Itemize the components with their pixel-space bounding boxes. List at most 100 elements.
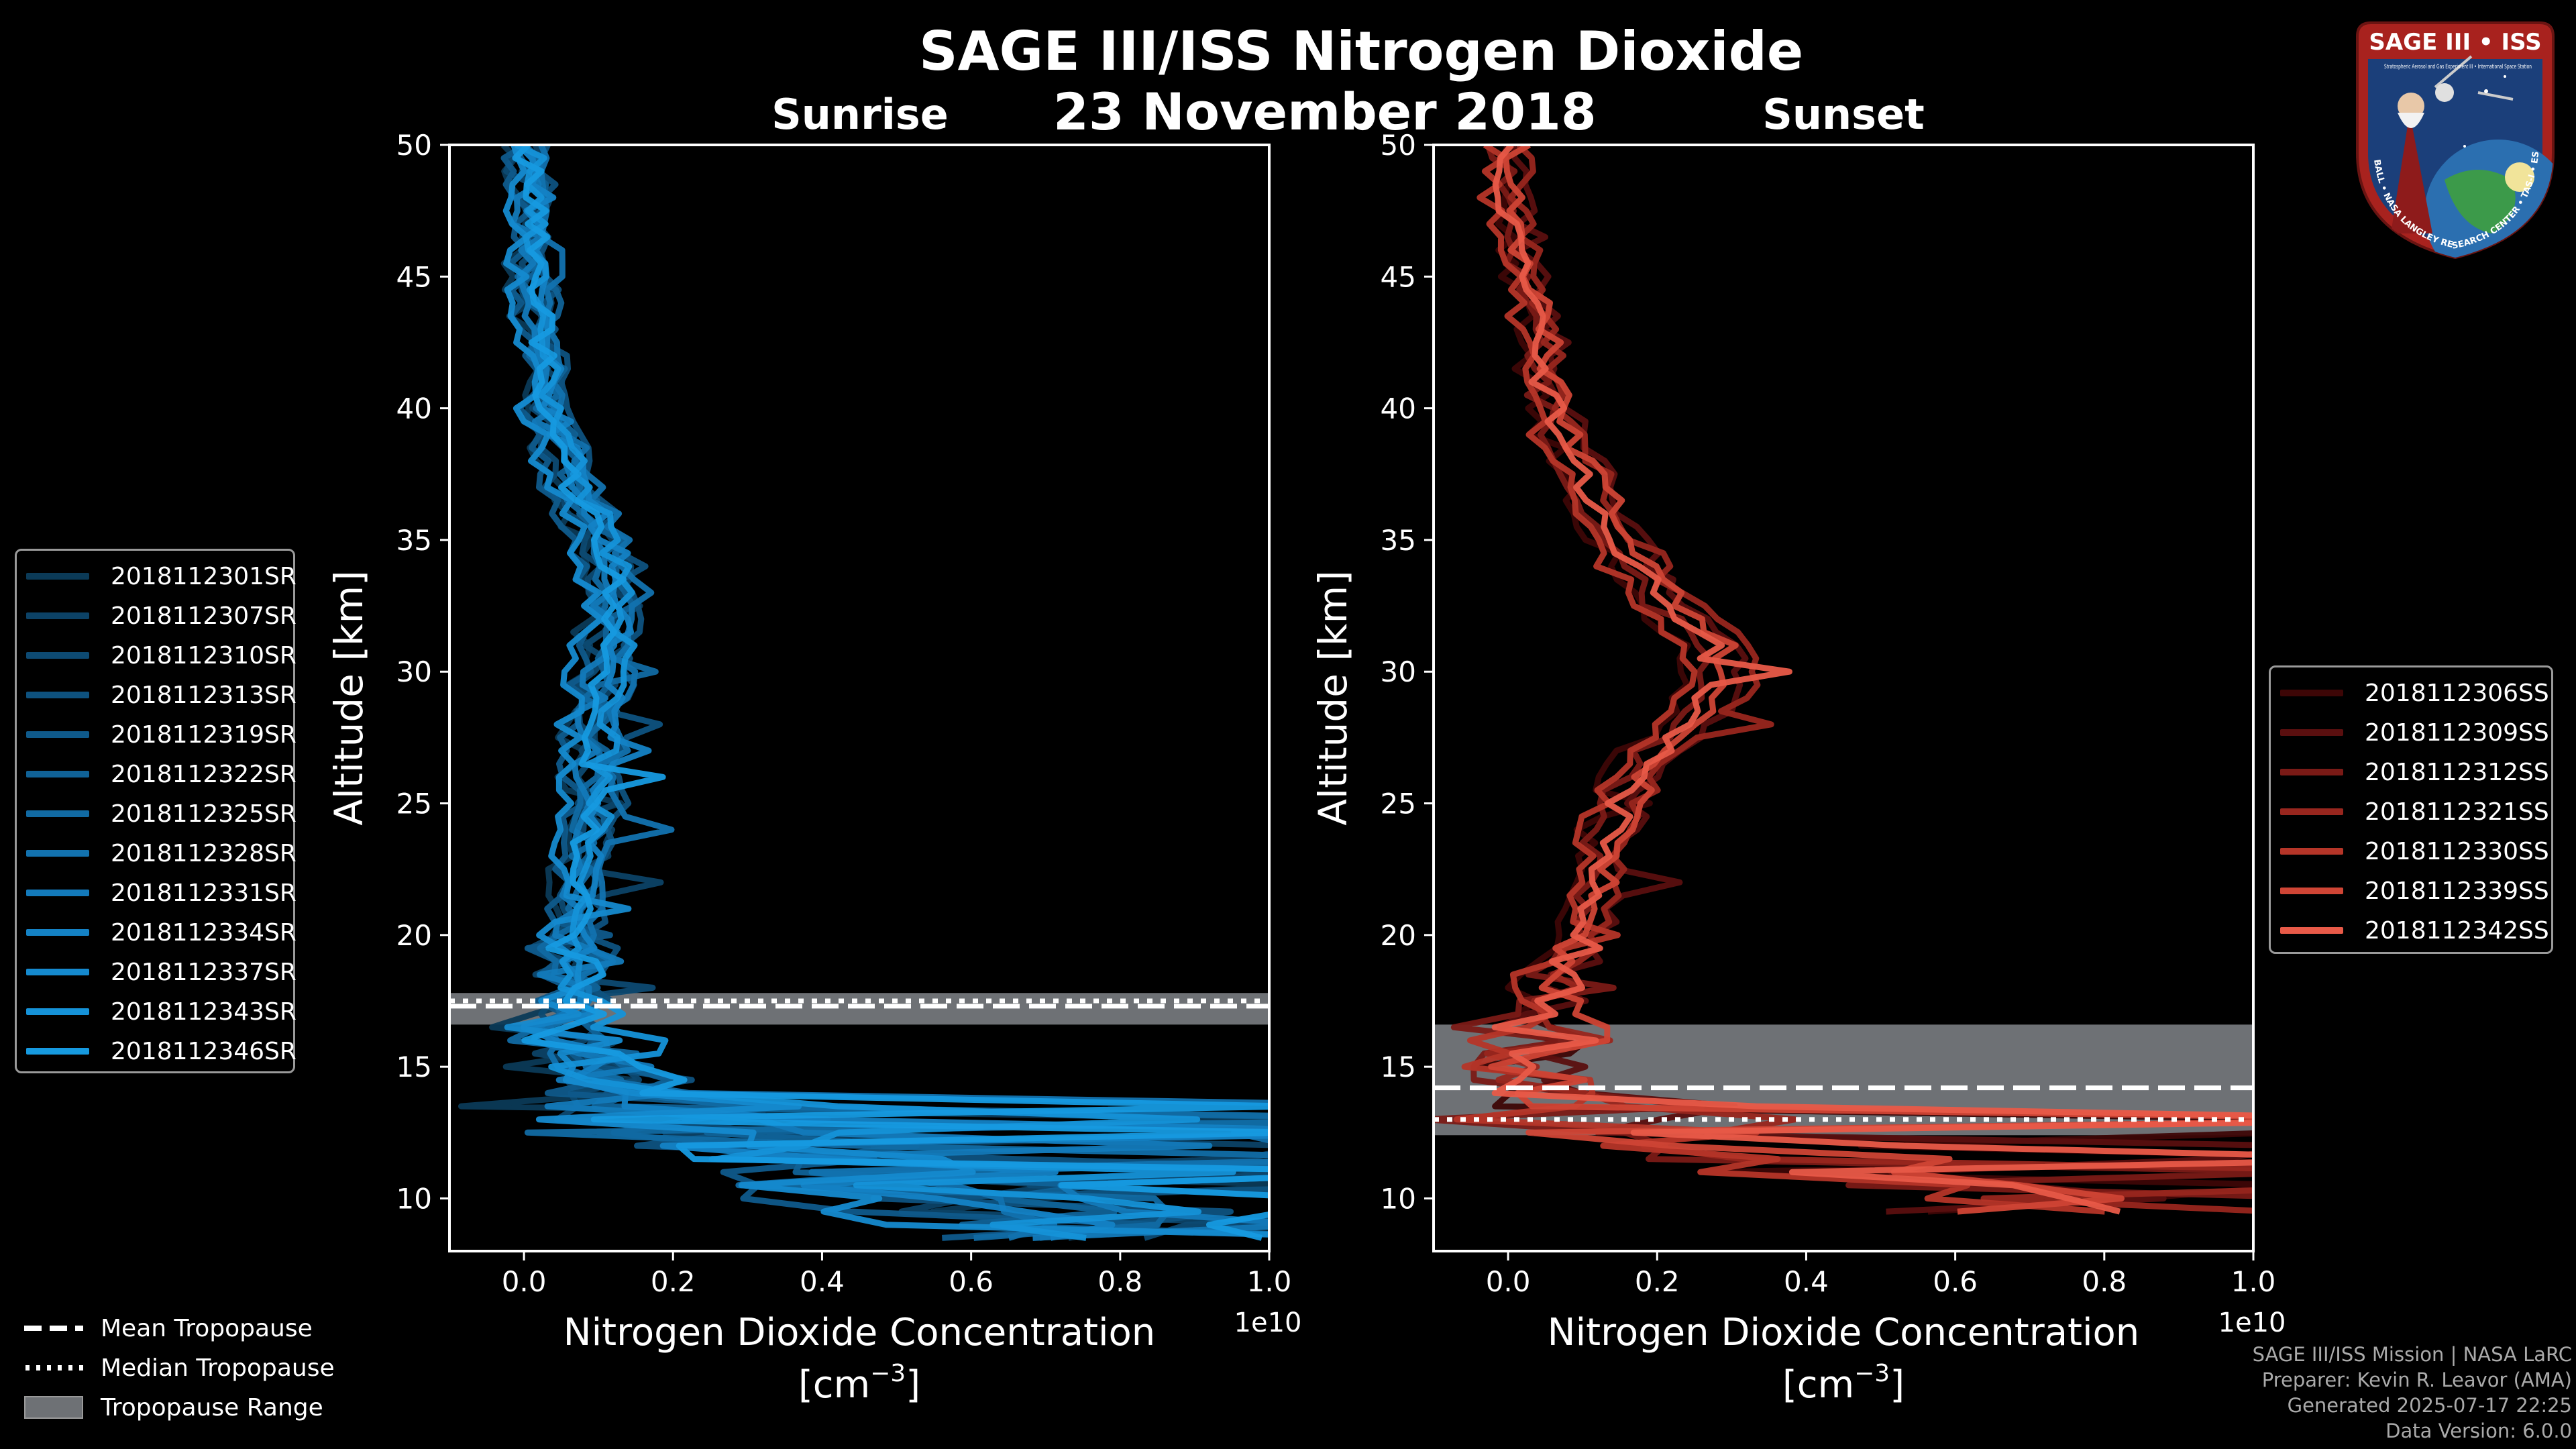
sunset-legend-label: 2018112330SS <box>2365 837 2549 865</box>
footer-mission: SAGE III/ISS Mission | NASA LaRC <box>2252 1343 2572 1366</box>
sunset-ytick-label-3: 25 <box>1381 788 1416 820</box>
sunrise-series-line-2018112343SR <box>515 145 1236 1241</box>
chart-date: 23 November 2018 <box>1053 82 1597 142</box>
sunrise-legend-label: 2018112337SR <box>111 958 297 986</box>
sunrise-legend-label: 2018112346SR <box>111 1037 297 1065</box>
sunrise-legend-label: 2018112322SR <box>111 760 297 788</box>
sunset-ytick-label-6: 40 <box>1381 392 1416 425</box>
tropopause-range-label: Tropopause Range <box>101 1393 323 1421</box>
sunrise-legend-item-2018112325SR: 2018112325SR <box>26 795 297 833</box>
sunset-xtick-label-0: 0.0 <box>1486 1265 1531 1298</box>
sunset-xlabel: Nitrogen Dioxide Concentration <box>1548 1311 2140 1354</box>
sunset-xlabel-units-exp: −3 <box>1854 1360 1890 1387</box>
sunrise-ytick-label-7: 45 <box>396 260 432 293</box>
sunrise-legend-label: 2018112343SR <box>111 998 297 1026</box>
sunset-legend: 2018112306SS 2018112309SS 2018112312SS 2018… <box>2269 665 2553 954</box>
sunset-legend-label: 2018112306SS <box>2365 679 2549 707</box>
sunrise-legend: 2018112301SR 2018112307SR 2018112310SR 2018… <box>15 549 297 1073</box>
sunset-xtick-label-3: 0.6 <box>1933 1265 1978 1298</box>
sunset-legend-swatch <box>2280 927 2343 934</box>
sunset-x-scale-label: 1e10 <box>2218 1307 2286 1338</box>
sunset-xlabel-units-close: ] <box>1890 1363 1904 1407</box>
sunrise-legend-swatch <box>26 771 89 777</box>
sunrise-legend-swatch <box>26 731 89 738</box>
sunset-xtick-label-5: 1.0 <box>2231 1265 2276 1298</box>
sunset-plot-frame <box>1432 144 2255 1252</box>
sunrise-series-line-2018112334SR <box>516 145 1269 1241</box>
badge-subtitle: Stratospheric Aerosol and Gas Experiment… <box>2384 64 2532 70</box>
sunset-series-lines <box>1434 145 2253 1215</box>
sunrise-legend-item-2018112319SR: 2018112319SR <box>26 716 297 753</box>
sunrise-legend-label: 2018112328SR <box>111 839 297 867</box>
sunset-ytick-label-0: 10 <box>1381 1182 1416 1215</box>
sunset-xlabel-units: [cm−3] <box>1782 1360 1904 1407</box>
footer-generated: Generated 2025-07-17 22:25 <box>2287 1394 2572 1417</box>
sunrise-legend-swatch <box>26 1048 89 1055</box>
sunset-ytick-label-1: 15 <box>1381 1051 1416 1083</box>
sunset-ytick-label-7: 45 <box>1381 260 1416 293</box>
sunrise-legend-label: 2018112334SR <box>111 918 297 947</box>
sunrise-legend-label: 2018112331SR <box>111 879 297 907</box>
sunrise-legend-item-2018112343SR: 2018112343SR <box>26 993 297 1030</box>
sunrise-legend-swatch <box>26 612 89 619</box>
legend-mean-tropopause: Mean Tropopause <box>24 1309 313 1347</box>
sunset-legend-swatch <box>2280 848 2343 855</box>
sunset-legend-swatch <box>2280 888 2343 894</box>
sunset-legend-item-2018112312SS: 2018112312SS <box>2280 753 2549 791</box>
sunrise-ytick-label-4: 30 <box>396 655 432 688</box>
sunrise-legend-label: 2018112310SR <box>111 641 297 669</box>
sunset-panel: 0.0 0.2 0.4 0.6 0.8 1.0 10 15 20 25 30 35 40 45 50 1e10… <box>1310 129 2286 1407</box>
median-tropopause-label: Median Tropopause <box>101 1354 335 1382</box>
sunrise-legend-swatch <box>26 810 89 817</box>
sunset-legend-item-2018112321SS: 2018112321SS <box>2280 793 2549 830</box>
sunset-legend-label: 2018112312SS <box>2365 758 2549 786</box>
sunrise-xlabel-units-base: [cm <box>798 1363 870 1407</box>
chart-title: SAGE III/ISS Nitrogen Dioxide <box>919 20 1804 83</box>
sunrise-panel: 0.0 0.2 0.4 0.6 0.8 1.0 10 15 20 25 30 35 40 45 50 1e10… <box>326 129 1302 1407</box>
sunrise-ytick-label-3: 25 <box>396 788 432 820</box>
sunset-legend-swatch <box>2280 769 2343 775</box>
sunrise-legend-item-2018112328SR: 2018112328SR <box>26 835 297 872</box>
sunrise-legend-swatch <box>26 1008 89 1015</box>
sunrise-legend-item-2018112331SR: 2018112331SR <box>26 874 297 912</box>
sunrise-ylabel: Altitude [km] <box>326 570 372 825</box>
sunrise-xlabel-units-exp: −3 <box>870 1360 906 1387</box>
sunset-legend-item-2018112342SS: 2018112342SS <box>2280 912 2549 949</box>
sunrise-legend-swatch <box>26 929 89 936</box>
sunset-legend-label: 2018112339SS <box>2365 877 2549 905</box>
sunrise-legend-label: 2018112313SR <box>111 681 297 709</box>
mean-tropopause-label: Mean Tropopause <box>101 1314 313 1342</box>
sunset-xtick-label-2: 0.4 <box>1784 1265 1829 1298</box>
legend-tropopause-range: Tropopause Range <box>24 1389 323 1426</box>
sunset-ytick-label-8: 50 <box>1381 129 1416 162</box>
sunrise-legend-label: 2018112301SR <box>111 562 297 590</box>
sunset-legend-item-2018112306SS: 2018112306SS <box>2280 674 2549 712</box>
sunrise-legend-label: 2018112325SR <box>111 800 297 828</box>
footer-preparer: Preparer: Kevin R. Leavor (AMA) <box>2261 1368 2572 1391</box>
sunrise-legend-item-2018112310SR: 2018112310SR <box>26 637 297 674</box>
sunrise-xtick-label-0: 0.0 <box>502 1265 547 1298</box>
sunrise-ytick-label-8: 50 <box>396 129 432 162</box>
sunrise-legend-swatch <box>26 652 89 659</box>
tropopause-range-swatch <box>24 1396 83 1419</box>
sunrise-legend-item-2018112307SR: 2018112307SR <box>26 597 297 635</box>
sunrise-ytick-label-2: 20 <box>396 919 432 952</box>
sunset-series-line-2018112342SS <box>1491 145 2253 1215</box>
sunrise-xtick-label-3: 0.6 <box>949 1265 994 1298</box>
sunrise-xlabel-units-close: ] <box>906 1363 920 1407</box>
sunrise-legend-item-2018112346SR: 2018112346SR <box>26 1032 297 1070</box>
sunrise-legend-swatch <box>26 969 89 975</box>
sunset-title: Sunset <box>1762 90 1925 139</box>
sunrise-legend-swatch <box>26 850 89 857</box>
sunrise-xtick-label-4: 0.8 <box>1097 1265 1142 1298</box>
sunset-ylabel: Altitude [km] <box>1310 570 1356 825</box>
sunrise-series-line-2018112337SR <box>502 145 1269 1238</box>
sunset-legend-swatch <box>2280 808 2343 815</box>
sunset-ytick-label-2: 20 <box>1381 919 1416 952</box>
sunrise-title: Sunrise <box>771 90 949 139</box>
sunrise-x-scale-label: 1e10 <box>1234 1307 1302 1338</box>
sunset-legend-swatch <box>2280 690 2343 696</box>
sunrise-xtick-label-5: 1.0 <box>1247 1265 1292 1298</box>
badge-name: SAGE III • ISS <box>2369 29 2541 56</box>
